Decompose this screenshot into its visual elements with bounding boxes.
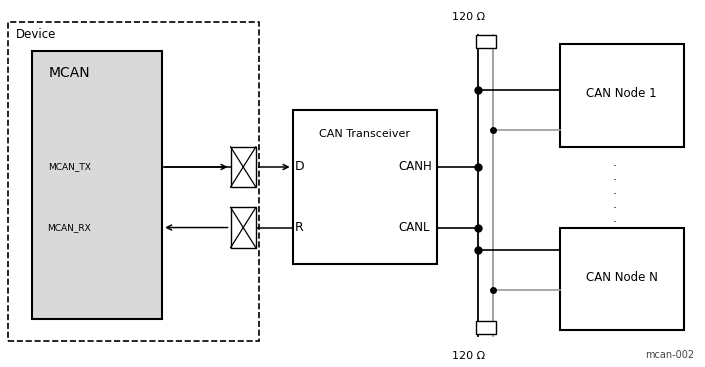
Text: CAN Transceiver: CAN Transceiver bbox=[319, 129, 410, 139]
Bar bbox=[560, 228, 684, 330]
Text: .
.
.
.
.: . . . . . bbox=[613, 156, 617, 225]
Text: mcan-002: mcan-002 bbox=[645, 350, 694, 360]
Text: CAN Node N: CAN Node N bbox=[586, 270, 658, 284]
Text: Device: Device bbox=[16, 28, 56, 41]
Text: MCAN_TX: MCAN_TX bbox=[48, 163, 90, 171]
Bar bbox=[476, 35, 496, 48]
Text: CANL: CANL bbox=[398, 221, 430, 234]
Text: D: D bbox=[295, 160, 305, 174]
Bar bbox=[560, 44, 684, 147]
Text: CANH: CANH bbox=[398, 160, 432, 174]
Text: R: R bbox=[295, 221, 303, 234]
Bar bbox=[231, 207, 256, 248]
Bar bbox=[231, 147, 256, 187]
Bar bbox=[32, 51, 162, 319]
Text: 120 Ω: 120 Ω bbox=[453, 351, 485, 361]
Bar bbox=[476, 321, 496, 334]
Bar bbox=[8, 22, 259, 341]
Text: MCAN: MCAN bbox=[48, 66, 90, 80]
Text: 120 Ω: 120 Ω bbox=[453, 11, 485, 22]
Text: CAN Node 1: CAN Node 1 bbox=[587, 87, 657, 100]
Bar bbox=[293, 110, 437, 264]
Text: MCAN_RX: MCAN_RX bbox=[47, 223, 91, 232]
